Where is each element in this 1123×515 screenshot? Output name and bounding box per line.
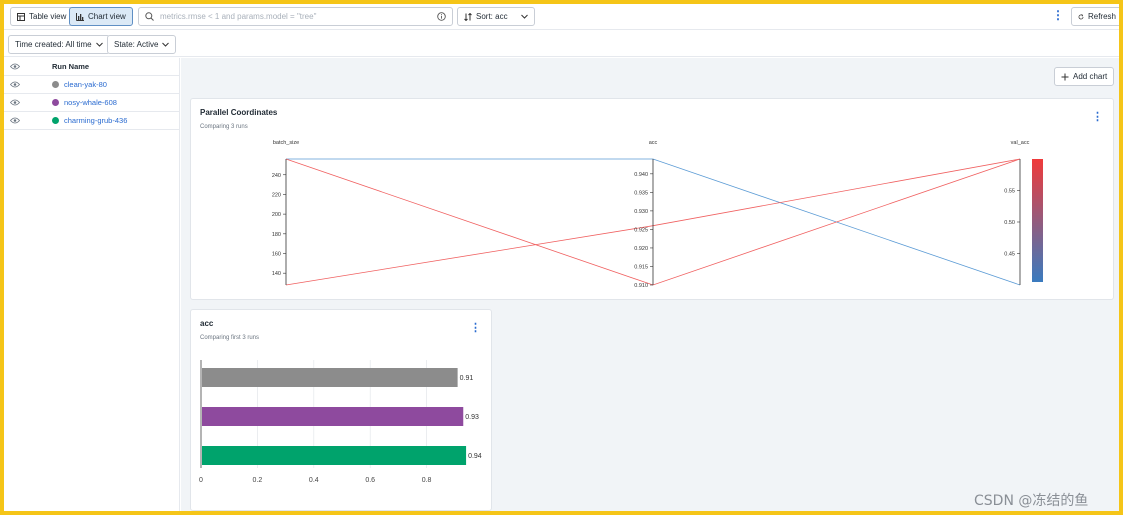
parallel-coordinates-chart: batch_size 140 160 180 200 220 240 acc 0.910 0.91… xyxy=(272,140,1043,289)
add-chart-label: Add chart xyxy=(1073,72,1108,81)
card-subtitle: Comparing first 3 runs xyxy=(200,335,260,341)
sort-dropdown[interactable]: Sort: acc xyxy=(457,7,535,26)
tick-label: 200 xyxy=(272,212,281,218)
bar-value-label: 0.94 xyxy=(468,453,482,460)
table-view-label: Table view xyxy=(29,12,67,21)
card-subtitle: Comparing 3 runs xyxy=(200,124,248,130)
sort-icon xyxy=(464,12,472,21)
runs-header: Run Name xyxy=(4,58,179,76)
run-color-dot xyxy=(52,99,59,106)
toolbar: Table view Chart view Sort: acc ⋮ Refres… xyxy=(4,4,1119,30)
tick-label: 140 xyxy=(272,271,281,277)
axis-title: acc xyxy=(649,140,658,146)
info-icon[interactable] xyxy=(437,12,446,21)
tick-label: 0.50 xyxy=(1004,220,1015,226)
tick-label: 0.925 xyxy=(634,227,648,233)
x-tick-label: 0.4 xyxy=(309,477,319,484)
chevron-down-icon xyxy=(162,42,170,47)
state-label: State: Active xyxy=(114,40,159,49)
tick-label: 240 xyxy=(272,173,281,179)
axis-title: batch_size xyxy=(273,140,299,146)
colorbar xyxy=(1032,159,1043,282)
chart-view-button[interactable]: Chart view xyxy=(69,7,133,26)
run-name-link[interactable]: nosy-whale-608 xyxy=(64,98,117,107)
chevron-down-icon xyxy=(521,14,528,19)
chart-view-label: Chart view xyxy=(88,12,126,21)
run-color-dot xyxy=(52,117,59,124)
x-tick-label: 0.2 xyxy=(253,477,263,484)
add-chart-button[interactable]: Add chart xyxy=(1054,67,1115,86)
bar xyxy=(202,368,458,387)
run-name-header: Run Name xyxy=(52,62,90,71)
refresh-icon xyxy=(1078,13,1084,19)
time-created-dropdown[interactable]: Time created: All time xyxy=(8,35,110,54)
x-tick-label: 0.6 xyxy=(365,477,375,484)
bar-value-label: 0.93 xyxy=(465,414,479,421)
bar-chart-icon xyxy=(76,12,84,21)
run-row[interactable]: clean-yak-80 xyxy=(4,76,179,94)
acc-bar-chart: 0 0.2 0.4 0.6 0.8 0.91 0.93 0.94 xyxy=(199,360,482,484)
search-box xyxy=(138,7,453,26)
bar xyxy=(202,446,467,465)
tick-label: 0.55 xyxy=(1004,189,1015,195)
eye-icon[interactable] xyxy=(10,63,20,70)
eye-icon[interactable] xyxy=(10,81,20,88)
table-view-button[interactable]: Table view xyxy=(10,7,74,26)
tick-label: 220 xyxy=(272,192,281,198)
app-frame: Table view Chart view Sort: acc ⋮ Refres… xyxy=(4,4,1119,511)
refresh-button[interactable]: Refresh xyxy=(1071,7,1119,26)
tick-label: 0.930 xyxy=(634,209,648,215)
card-title: Parallel Coordinates xyxy=(200,108,278,117)
tick-label: 0.910 xyxy=(634,283,648,289)
refresh-label: Refresh xyxy=(1087,12,1116,21)
chart-menu-icon[interactable]: ⋮ xyxy=(470,322,481,334)
tick-label: 0.915 xyxy=(634,264,648,270)
sort-label: Sort: acc xyxy=(476,12,508,21)
chart-menu-icon[interactable]: ⋮ xyxy=(1092,111,1103,123)
tick-label: 180 xyxy=(272,232,281,238)
parallel-coordinates-card: Parallel Coordinates Comparing 3 runs ⋮ … xyxy=(190,98,1114,300)
plus-icon xyxy=(1061,73,1069,80)
charts-area: Add chart Parallel Coordinates Comparing… xyxy=(181,58,1119,511)
run-name-link[interactable]: charming-grub-436 xyxy=(64,116,128,125)
run-row[interactable]: charming-grub-436 xyxy=(4,112,179,130)
time-created-label: Time created: All time xyxy=(15,40,92,49)
acc-bar-card: acc Comparing first 3 runs ⋮ 0 0.2 0.4 0.6 0… xyxy=(190,309,492,511)
more-options-icon[interactable]: ⋮ xyxy=(1052,8,1064,22)
search-icon xyxy=(145,12,154,21)
bar xyxy=(202,407,464,426)
tick-label: 0.920 xyxy=(634,246,648,252)
filter-bar: Time created: All time State: Active xyxy=(4,31,1119,57)
search-input[interactable] xyxy=(160,12,431,21)
eye-icon[interactable] xyxy=(10,117,20,124)
watermark: CSDN @冻结的鱼 xyxy=(974,493,1089,509)
x-tick-label: 0.8 xyxy=(422,477,432,484)
run-row[interactable]: nosy-whale-608 xyxy=(4,94,179,112)
chevron-down-icon xyxy=(95,42,103,47)
run-color-dot xyxy=(52,81,59,88)
tick-label: 0.45 xyxy=(1004,252,1015,258)
run-name-link[interactable]: clean-yak-80 xyxy=(64,80,107,89)
eye-icon[interactable] xyxy=(10,99,20,106)
tick-label: 0.935 xyxy=(634,190,648,196)
tick-label: 0.940 xyxy=(634,172,648,178)
axis-title: val_acc xyxy=(1011,140,1030,146)
runs-panel: Run Name clean-yak-80 nosy-whale-608 cha… xyxy=(4,58,180,511)
bar-value-label: 0.91 xyxy=(460,375,474,382)
x-tick-label: 0 xyxy=(199,477,203,484)
table-icon xyxy=(17,12,25,21)
state-dropdown[interactable]: State: Active xyxy=(107,35,177,54)
card-title: acc xyxy=(200,319,214,328)
tick-label: 160 xyxy=(272,252,281,258)
